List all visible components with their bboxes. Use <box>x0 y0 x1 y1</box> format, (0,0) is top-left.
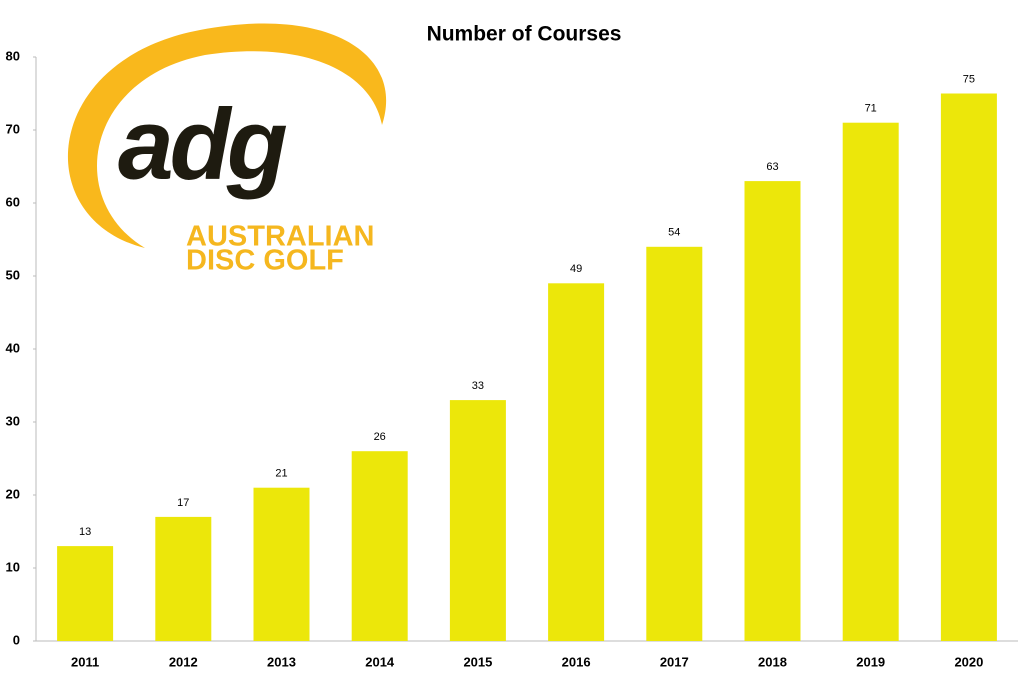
y-tick-label: 50 <box>6 267 20 282</box>
logo-text: AUSTRALIAN <box>186 221 375 253</box>
x-tick-label: 2016 <box>562 654 591 669</box>
data-label: 63 <box>766 161 778 173</box>
bar <box>842 122 899 641</box>
logo: adg AUSTRALIAN DISC GOLF <box>67 23 387 277</box>
bar <box>940 93 997 641</box>
data-label: 49 <box>570 263 582 275</box>
logo-mark: adg <box>118 88 287 200</box>
bar <box>449 400 506 641</box>
data-label: 54 <box>668 227 680 239</box>
bar <box>57 546 114 641</box>
data-label: 33 <box>472 380 484 392</box>
y-tick-label: 10 <box>6 559 20 574</box>
bar <box>744 181 801 641</box>
x-tick-label: 2012 <box>169 654 198 669</box>
data-label: 21 <box>275 468 287 480</box>
x-tick-label: 2018 <box>758 654 787 669</box>
y-tick-label: 20 <box>6 486 20 501</box>
y-tick-label: 60 <box>6 194 20 209</box>
data-label: 71 <box>865 103 877 115</box>
data-label: 75 <box>963 73 975 85</box>
y-tick-label: 80 <box>6 48 20 63</box>
y-tick-label: 30 <box>6 413 20 428</box>
bar <box>351 451 408 641</box>
x-tick-label: 2013 <box>267 654 296 669</box>
y-tick-label: 40 <box>6 340 20 355</box>
bar <box>253 487 310 641</box>
y-tick-label: 0 <box>13 632 20 647</box>
bar <box>646 246 703 642</box>
y-tick-label: 70 <box>6 121 20 136</box>
bar <box>548 283 605 641</box>
data-label: 26 <box>374 431 386 443</box>
x-tick-label: 2017 <box>660 654 689 669</box>
logo-text: DISC GOLF <box>186 245 344 277</box>
data-label: 17 <box>177 497 189 509</box>
x-tick-label: 2019 <box>856 654 885 669</box>
x-tick-label: 2014 <box>365 654 395 669</box>
chart-title: Number of Courses <box>427 23 622 46</box>
x-tick-label: 2015 <box>463 654 492 669</box>
bar <box>155 516 212 641</box>
x-tick-label: 2020 <box>954 654 983 669</box>
data-label: 13 <box>79 526 91 538</box>
logo-swoosh <box>67 23 387 249</box>
x-tick-label: 2011 <box>71 654 99 669</box>
